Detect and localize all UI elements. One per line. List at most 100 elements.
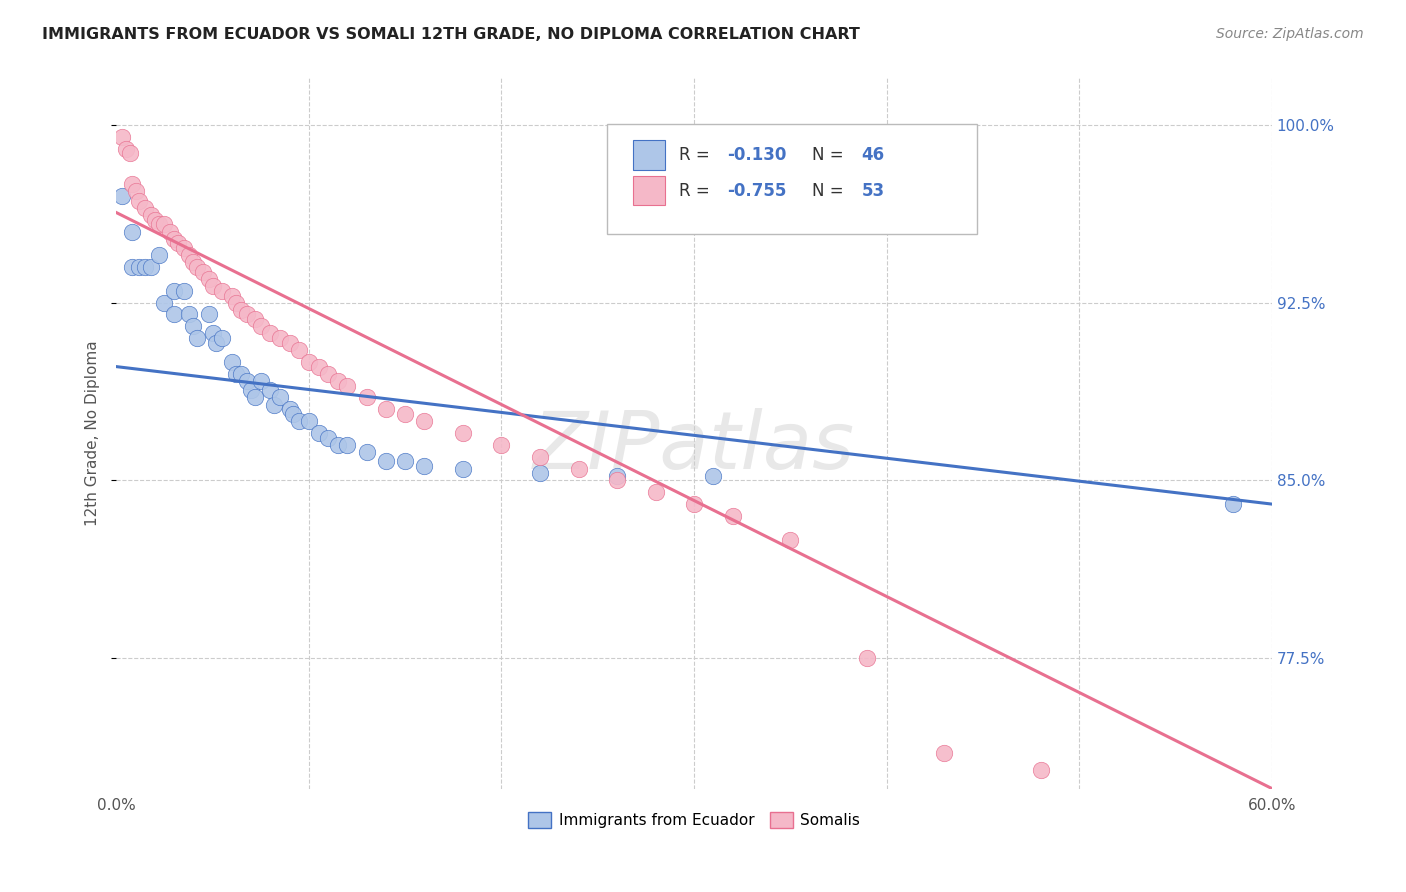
- Point: [121, 225, 143, 239]
- Text: ZIPatlas: ZIPatlas: [533, 409, 855, 486]
- Point: [153, 295, 176, 310]
- Point: [316, 431, 339, 445]
- Point: [413, 459, 436, 474]
- Point: [225, 367, 247, 381]
- Point: [278, 335, 301, 350]
- Point: [128, 260, 150, 274]
- Text: R =: R =: [679, 181, 716, 200]
- Point: [205, 335, 228, 350]
- Text: Source: ZipAtlas.com: Source: ZipAtlas.com: [1216, 27, 1364, 41]
- Point: [181, 255, 204, 269]
- Point: [529, 467, 551, 481]
- Point: [148, 248, 170, 262]
- Text: -0.755: -0.755: [727, 181, 787, 200]
- Point: [249, 319, 271, 334]
- Point: [702, 468, 724, 483]
- Point: [191, 265, 214, 279]
- Point: [356, 445, 378, 459]
- Point: [451, 425, 474, 440]
- Point: [197, 308, 219, 322]
- Point: [606, 468, 628, 483]
- Point: [231, 367, 253, 381]
- Point: [298, 355, 321, 369]
- Point: [288, 343, 311, 357]
- Point: [779, 533, 801, 547]
- Point: [1222, 497, 1244, 511]
- Point: [143, 212, 166, 227]
- Point: [934, 746, 956, 760]
- Point: [298, 414, 321, 428]
- Point: [243, 391, 266, 405]
- Point: [308, 359, 330, 374]
- Y-axis label: 12th Grade, No Diploma: 12th Grade, No Diploma: [86, 340, 100, 525]
- Point: [115, 142, 138, 156]
- Point: [134, 260, 156, 274]
- Point: [236, 374, 259, 388]
- Point: [211, 284, 233, 298]
- Point: [259, 384, 281, 398]
- Text: 53: 53: [862, 181, 884, 200]
- Text: N =: N =: [811, 146, 849, 164]
- Point: [606, 474, 628, 488]
- Point: [153, 218, 176, 232]
- Point: [283, 407, 305, 421]
- Point: [529, 450, 551, 464]
- Point: [201, 279, 224, 293]
- Point: [288, 414, 311, 428]
- Point: [163, 232, 186, 246]
- Point: [139, 208, 162, 222]
- Point: [356, 391, 378, 405]
- Point: [413, 414, 436, 428]
- Point: [316, 367, 339, 381]
- Point: [269, 391, 291, 405]
- Point: [491, 438, 513, 452]
- Point: [394, 454, 416, 468]
- Point: [374, 454, 396, 468]
- Text: IMMIGRANTS FROM ECUADOR VS SOMALI 12TH GRADE, NO DIPLOMA CORRELATION CHART: IMMIGRANTS FROM ECUADOR VS SOMALI 12TH G…: [42, 27, 860, 42]
- Text: R =: R =: [679, 146, 716, 164]
- Point: [394, 407, 416, 421]
- Point: [231, 302, 253, 317]
- Point: [179, 308, 201, 322]
- Point: [163, 284, 186, 298]
- Point: [336, 438, 359, 452]
- Point: [221, 355, 243, 369]
- Point: [167, 236, 190, 251]
- Point: [451, 461, 474, 475]
- Point: [236, 308, 259, 322]
- Point: [163, 308, 186, 322]
- Point: [111, 189, 134, 203]
- Point: [269, 331, 291, 345]
- Point: [197, 272, 219, 286]
- Point: [336, 378, 359, 392]
- Point: [263, 398, 285, 412]
- Point: [211, 331, 233, 345]
- Point: [567, 461, 589, 475]
- Point: [124, 184, 146, 198]
- FancyBboxPatch shape: [633, 176, 665, 205]
- Legend: Immigrants from Ecuador, Somalis: Immigrants from Ecuador, Somalis: [522, 806, 866, 834]
- Point: [173, 284, 195, 298]
- Point: [173, 241, 195, 255]
- Text: 46: 46: [862, 146, 884, 164]
- Point: [221, 288, 243, 302]
- Point: [243, 312, 266, 326]
- Point: [240, 384, 263, 398]
- Point: [134, 201, 156, 215]
- Point: [128, 194, 150, 208]
- Point: [181, 319, 204, 334]
- Point: [249, 374, 271, 388]
- Point: [118, 146, 141, 161]
- Point: [186, 331, 208, 345]
- Point: [278, 402, 301, 417]
- Point: [201, 326, 224, 341]
- Point: [121, 260, 143, 274]
- Point: [259, 326, 281, 341]
- Point: [159, 225, 181, 239]
- Point: [1029, 763, 1052, 777]
- Point: [374, 402, 396, 417]
- Point: [721, 508, 744, 523]
- Text: N =: N =: [811, 181, 849, 200]
- Point: [111, 129, 134, 144]
- Point: [856, 651, 879, 665]
